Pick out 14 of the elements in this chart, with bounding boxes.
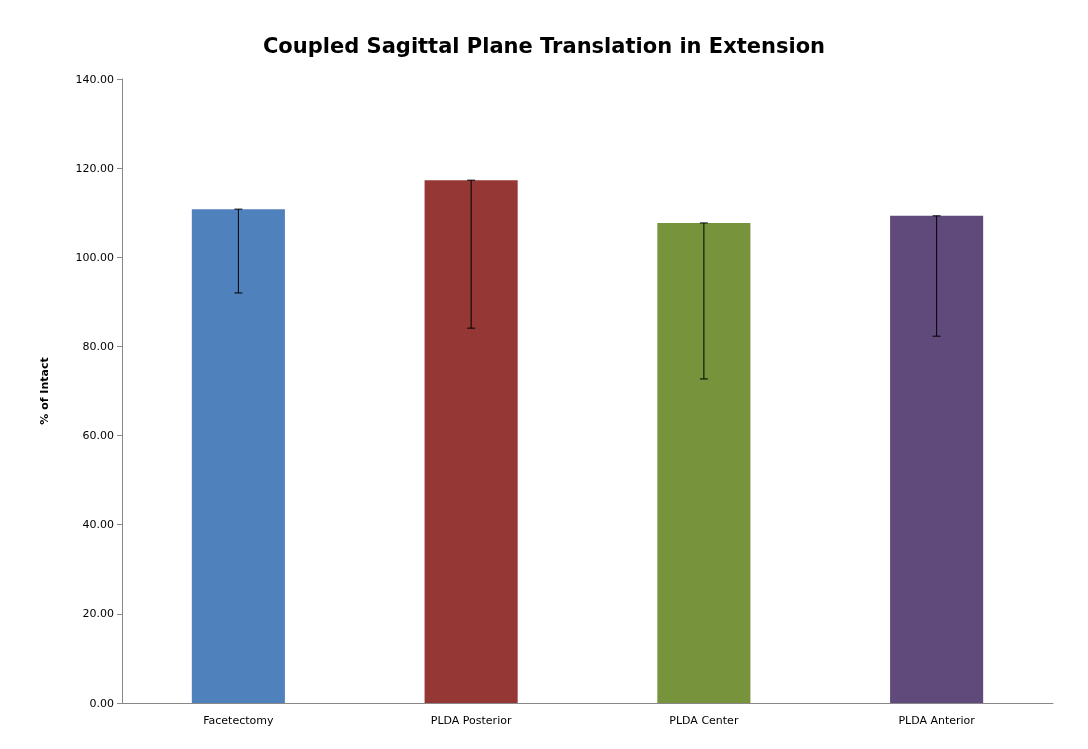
- y-tick-label: 80.00: [82, 339, 114, 353]
- x-tick-label: PLDA Posterior: [430, 714, 512, 727]
- x-tick-label: Facetectomy: [203, 714, 274, 727]
- y-tick-label: 40.00: [82, 518, 114, 532]
- y-tick-label: 20.00: [82, 607, 114, 621]
- y-axis-title: % of Intact: [38, 357, 51, 425]
- y-tick-label: 100.00: [75, 250, 114, 264]
- x-tick-label: PLDA Anterior: [898, 714, 976, 727]
- y-tick-label: 60.00: [82, 429, 114, 443]
- y-tick-label: 140.00: [75, 72, 114, 86]
- y-tick-label: 120.00: [75, 161, 114, 175]
- chart-title: Coupled Sagittal Plane Translation in Extension: [262, 33, 826, 58]
- x-tick-label: PLDA Center: [669, 714, 739, 727]
- y-tick-label: 0.00: [89, 696, 114, 710]
